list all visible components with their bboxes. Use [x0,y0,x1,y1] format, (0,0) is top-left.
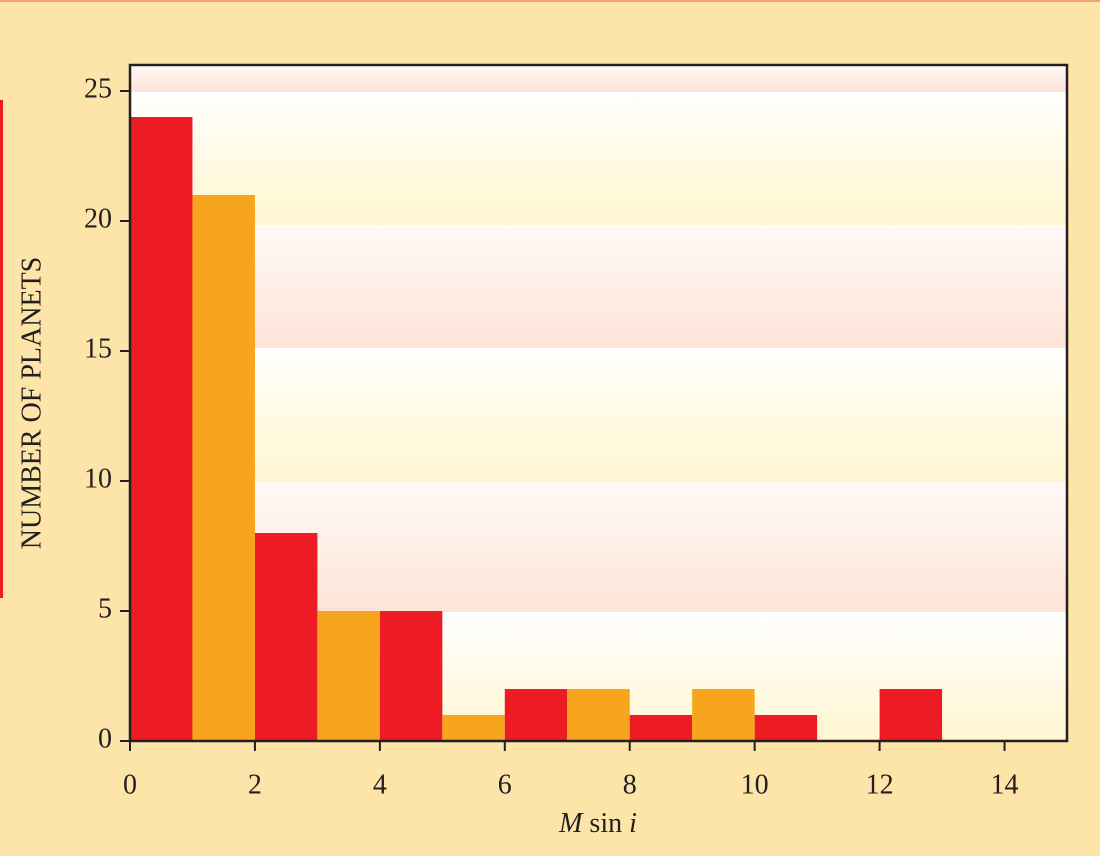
side-strip [0,100,3,598]
y-tick-label: 10 [84,463,112,494]
bar [504,689,568,741]
x-tick-label: 8 [623,769,637,800]
x-tick-label: 6 [498,769,512,800]
x-label-part: i [629,808,637,839]
y-tick-label: 0 [98,723,112,754]
bar [692,689,755,741]
plot-background [130,65,1067,741]
bar [317,611,380,741]
x-tick-label: 0 [123,769,137,800]
band [130,225,1067,348]
y-tick-label: 15 [84,333,112,364]
plot-frame [128,63,1069,743]
top-border [0,0,1100,2]
bar [254,533,318,741]
bar [130,117,193,741]
y-axis-label: NUMBER OF PLANETS [16,257,47,549]
x-label-part: M [558,808,584,839]
bar [379,611,443,741]
band [130,65,1067,92]
y-tick-label: 20 [84,203,112,234]
y-tick-label: 5 [98,593,112,624]
x-tick-label: 4 [373,769,387,800]
band [130,92,1067,225]
bar [754,715,818,741]
bar [442,715,505,741]
x-tick-label: 2 [248,769,262,800]
x-label-part: sin [589,808,622,839]
x-axis-label: M sin i [558,808,637,839]
x-tick-label: 10 [741,769,769,800]
x-tick-label: 12 [866,769,894,800]
x-tick-label: 14 [991,769,1019,800]
band [130,348,1067,482]
bar [629,715,693,741]
y-tick-label: 25 [84,73,112,104]
bar [567,689,630,741]
bar [192,195,255,741]
bar [879,689,943,741]
